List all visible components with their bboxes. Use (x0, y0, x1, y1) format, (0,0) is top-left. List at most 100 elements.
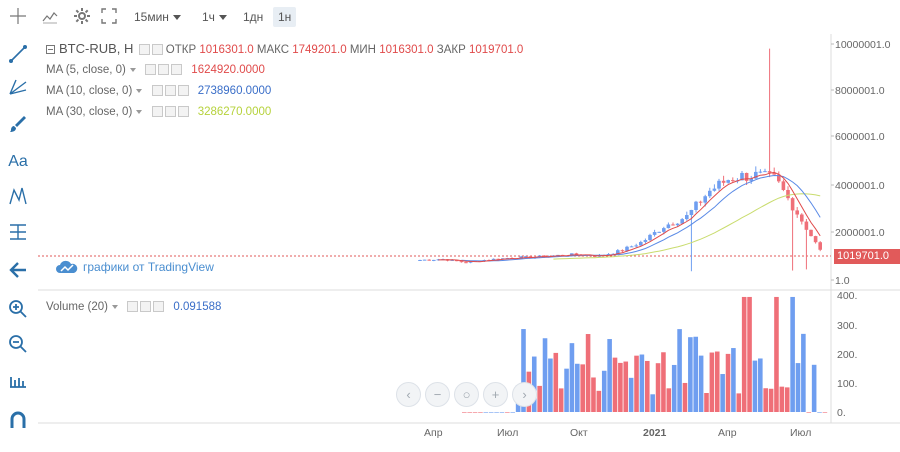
zoom-out-icon[interactable] (6, 332, 30, 356)
low-value: 1016301.0 (379, 44, 434, 56)
fib-icon[interactable] (6, 220, 30, 244)
volume-bar (661, 352, 666, 412)
close-icon[interactable] (153, 301, 165, 313)
volume-bar (521, 329, 526, 412)
candle-body (708, 190, 712, 197)
settings-icon[interactable] (164, 85, 176, 97)
volume-bar (596, 390, 602, 412)
crosshair-icon[interactable] (8, 6, 28, 26)
settings-icon[interactable] (140, 301, 152, 313)
magnet-icon[interactable] (6, 408, 30, 432)
zoom-out-button[interactable]: − (425, 382, 450, 407)
fullscreen-icon[interactable] (99, 6, 119, 26)
candle-body (574, 253, 579, 255)
low-label: МИН (349, 44, 376, 56)
candle-body (781, 181, 786, 190)
volume-bar (758, 358, 763, 412)
candle-body (657, 231, 661, 233)
pattern-icon[interactable] (6, 184, 30, 208)
close-icon[interactable] (177, 85, 189, 97)
candle-body (712, 188, 717, 191)
volume-bar (569, 343, 575, 412)
scroll-left-button[interactable]: ‹ (396, 382, 421, 407)
volume-bar (462, 412, 467, 413)
volume-bar (774, 296, 779, 412)
settings-icon[interactable] (164, 106, 176, 118)
symbol-name: BTC-RUB, H (59, 41, 134, 56)
eye-icon[interactable] (151, 85, 163, 97)
candle-body (763, 171, 767, 173)
chart-type-icon[interactable] (40, 6, 60, 26)
chevron-down-icon (218, 15, 227, 21)
reset-button[interactable]: ○ (454, 382, 479, 407)
eye-icon[interactable] (151, 106, 163, 118)
candle-body (694, 201, 698, 210)
candle-body (616, 250, 620, 254)
collapse-icon[interactable] (46, 45, 55, 55)
candle-body (524, 256, 528, 258)
fork-tool-icon[interactable] (6, 76, 30, 100)
volume-bar (741, 296, 747, 412)
volume-bar (806, 412, 812, 413)
settings-icon[interactable] (151, 44, 163, 56)
interval-dropdown[interactable]: 15мин (134, 7, 181, 27)
tradingview-watermark[interactable]: графики от TradingView (56, 260, 214, 274)
volume-bar (714, 351, 720, 412)
text-icon[interactable]: Aa (8, 153, 28, 170)
volume-bar (747, 296, 752, 412)
brush-icon[interactable] (6, 112, 30, 136)
line-tool-icon[interactable] (6, 42, 30, 66)
eye-icon[interactable] (145, 64, 157, 76)
close-icon[interactable] (177, 106, 189, 118)
chart-canvas[interactable]: 10000001.0 8000001.0 6000001.0 4000001.0 200… (38, 34, 900, 452)
volume-bar (645, 360, 650, 412)
settings-icon[interactable] (72, 6, 92, 26)
zoom-in-button[interactable]: + (483, 382, 508, 407)
candle-body (491, 258, 496, 261)
range-1w-button[interactable]: 1н (273, 7, 297, 27)
volume-tick-label: 400. (837, 290, 857, 302)
chevron-down-icon[interactable] (129, 67, 136, 72)
candle-body (790, 198, 795, 211)
volume-bar (585, 334, 591, 412)
volume-bar (671, 364, 677, 412)
navigation-buttons: ‹ − ○ + › (396, 382, 537, 407)
volume-bar (601, 370, 607, 412)
range-1h-dropdown[interactable]: 1ч (202, 7, 227, 27)
chevron-down-icon[interactable] (112, 304, 119, 309)
scroll-right-button[interactable]: › (512, 382, 537, 407)
eye-icon[interactable] (138, 44, 150, 56)
volume-bar (736, 393, 742, 412)
top-toolbar: 15мин 1ч 1дн 1н (0, 0, 900, 34)
settings-icon[interactable] (158, 64, 170, 76)
price-tick-label: 6000001.0 (835, 131, 885, 143)
volume-bar (580, 364, 585, 412)
close-label: ЗАКР (436, 44, 466, 56)
chevron-down-icon[interactable] (136, 88, 143, 93)
time-tick-label: Июл (497, 427, 518, 439)
volume-bar (628, 377, 634, 412)
chart-area[interactable]: 10000001.0 8000001.0 6000001.0 4000001.0 200… (38, 34, 900, 452)
candle-body (432, 259, 436, 261)
eye-icon[interactable] (127, 301, 139, 313)
ma30-label: MA (30, close, 0) (46, 106, 133, 118)
range-1d-button[interactable]: 1дн (243, 10, 264, 24)
close-icon[interactable] (171, 64, 183, 76)
volume-bar (478, 412, 483, 413)
candle-body (698, 201, 703, 203)
volume-tick-label: 0. (837, 407, 846, 419)
candle-body (643, 240, 648, 242)
measure-icon[interactable] (6, 369, 30, 393)
close-value: 1019701.0 (468, 44, 524, 56)
interval-label: 15мин (134, 10, 169, 24)
candle-body (717, 180, 721, 189)
candle-body (703, 196, 707, 203)
candle-body (758, 171, 763, 173)
high-label: МАКС (256, 44, 290, 56)
volume-bar (510, 412, 516, 413)
candle-body (542, 255, 546, 258)
zoom-in-icon[interactable] (6, 297, 30, 321)
chevron-down-icon[interactable] (136, 109, 143, 114)
candle-body (455, 259, 459, 262)
back-arrow-icon[interactable] (6, 258, 30, 282)
